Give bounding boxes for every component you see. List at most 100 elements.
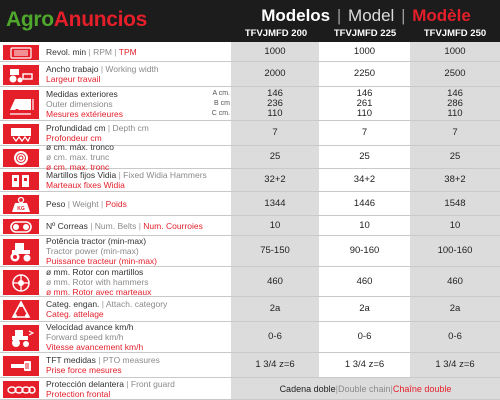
rotor-icon (2, 269, 40, 296)
value-line: 146 (267, 87, 283, 99)
label-es: Peso (46, 198, 66, 209)
value-cell: 1000 (353, 45, 376, 57)
value-cell: 460 (267, 275, 283, 287)
models-title: Modelos | Model | Modèle (232, 6, 500, 26)
label-fr: Num. Courroies (143, 220, 203, 231)
logo: AgroAnuncios (6, 8, 147, 32)
spec-row: ø mm. Rotor con martillos ø mm. Rotor wit… (0, 267, 500, 297)
label-separator: | (116, 170, 124, 180)
value-cell: 0-6 (357, 331, 372, 342)
spec-label: TFT medidas | PTO measures Prise force me… (46, 353, 228, 377)
label-es: Velocidad avance km/h (46, 322, 134, 332)
value-cell: 1446 (353, 197, 376, 209)
value-cell: 146 261 110 (321, 87, 408, 120)
label-separator: | (98, 198, 106, 209)
value-cell: 1 3/4 z=6 (255, 359, 295, 370)
value-cell: 1 3/4 z=6 (435, 359, 475, 370)
dimension-units: A cm. B cm C cm. (206, 87, 230, 120)
spec-row: Medidas exteriores Outer dimensions Mesure… (0, 87, 500, 121)
title-sep-2: | (401, 6, 406, 25)
label-separator: | (87, 220, 95, 231)
value-line: 236 (267, 97, 283, 109)
model-header-2: TFVJMFD 225 (333, 28, 397, 39)
label-en: Forward speed km/h (46, 332, 124, 342)
label-fr: Categ. attelage (46, 309, 104, 319)
label-en: ø mm. Rotor with hammers (46, 276, 149, 287)
logo-agro: Agro (6, 8, 54, 31)
spec-row: Velocidad avance km/h Forward speed km/h V… (0, 322, 500, 353)
value-cell: 2250 (353, 68, 376, 79)
spec-row: Martillos fijos Vidia | Fixed Widia Hamm… (0, 169, 500, 192)
label-en: Num. Belts (94, 220, 137, 231)
value-cell: 146 236 110 (231, 87, 319, 120)
value-cell: 0-6 (268, 331, 282, 342)
unit-label: C cm. (211, 109, 230, 117)
column-bg-1 (231, 42, 319, 400)
value-line: 110 (447, 107, 463, 119)
label-fr: Largeur travail (46, 74, 101, 84)
value-cell: 146 286 110 (410, 87, 500, 120)
value-cell: 10 (269, 219, 281, 231)
value-cell: 75-150 (260, 245, 290, 256)
hitch-icon (2, 299, 40, 321)
value-cell: 0-6 (448, 331, 462, 342)
hammer-icon (2, 171, 40, 191)
spec-row: Protección delantera | Front guard Protec… (0, 378, 500, 400)
label-fr: Marteaux fixes Widia (46, 180, 125, 190)
value-line: 261 (356, 97, 373, 109)
value-cell: 1000 (264, 45, 286, 57)
label-en: Working width (105, 64, 159, 74)
value-cell: 2a (359, 303, 370, 314)
label-fr: Puissance tracteur (min-max) (46, 256, 158, 266)
value-cell: 1000 (444, 45, 466, 57)
spec-label: Potência tractor (min-max) Tractor power … (46, 236, 228, 266)
column-bg-2 (321, 42, 408, 400)
tractor-width-icon (2, 64, 40, 86)
model-header-3: TFVJMFD 250 (423, 28, 487, 39)
label-es: Medidas exteriores (46, 88, 118, 99)
spec-label: Revol. min | RPM | TPM (46, 42, 228, 61)
spec-label: Medidas exteriores Outer dimensions Mesure… (46, 87, 228, 120)
label-fr: Profondeur cm (46, 133, 102, 143)
value-cell: 460 (447, 275, 463, 287)
label-en: Front guard (130, 378, 175, 389)
label-en: PTO measures (102, 355, 160, 365)
value-cell: 2a (449, 303, 461, 314)
label-es: Martillos fijos Vidia (46, 170, 117, 180)
spec-row: Potência tractor (min-max) Tractor power … (0, 236, 500, 267)
value-cell: 1548 (444, 197, 466, 209)
unit-label: B cm (214, 99, 230, 107)
value-line: 110 (356, 107, 373, 119)
label-separator: | (390, 383, 393, 394)
label-separator: | (98, 64, 106, 74)
label-fr: TPM (118, 46, 137, 57)
span-en: Double chain (337, 383, 391, 394)
label-separator: | (111, 46, 119, 57)
spec-row: Ancho trabajo | Working width Largeur tra… (0, 62, 500, 87)
unit-label: A cm. (212, 89, 230, 97)
tractor-power-icon (2, 238, 40, 266)
gauge-icon (2, 44, 40, 61)
label-separator: | (123, 378, 131, 389)
spec-label: Nº Correas | Num. Belts | Num. Courroies (46, 216, 228, 235)
value-cell: 25 (449, 151, 461, 162)
span-fr: Chaîne double (392, 383, 452, 394)
title-fr: Modèle (412, 6, 471, 25)
logo-anuncios: Anuncios (53, 8, 148, 31)
label-en: Attach. category (105, 299, 168, 309)
model-column-headers: TFVJMFD 200 TFVJMFD 225 TFVJMFD 250 (232, 27, 500, 41)
spec-label: Peso | Weight | Poids (46, 192, 228, 215)
spec-label: ø cm. máx. tronco ø cm. max. trunc ø cm. m… (46, 142, 228, 172)
value-cell: 2000 (264, 68, 286, 79)
chain-icon (2, 380, 40, 399)
label-fr: Mesures extérieures (46, 108, 124, 119)
value-cell: 7 (361, 127, 368, 138)
spec-row: TFT medidas | PTO measures Prise force me… (0, 353, 500, 378)
speed-icon (2, 324, 40, 352)
label-fr: Vitesse avancement km/h (46, 342, 144, 352)
value-line: 146 (447, 87, 463, 99)
spec-label: Profundidad cm | Depth cm Profondeur cm (46, 121, 228, 145)
value-cell: 2a (269, 303, 281, 314)
label-es: Potência tractor (min-max) (46, 236, 147, 246)
spec-row: Categ. engan. | Attach. category Categ. a… (0, 297, 500, 322)
